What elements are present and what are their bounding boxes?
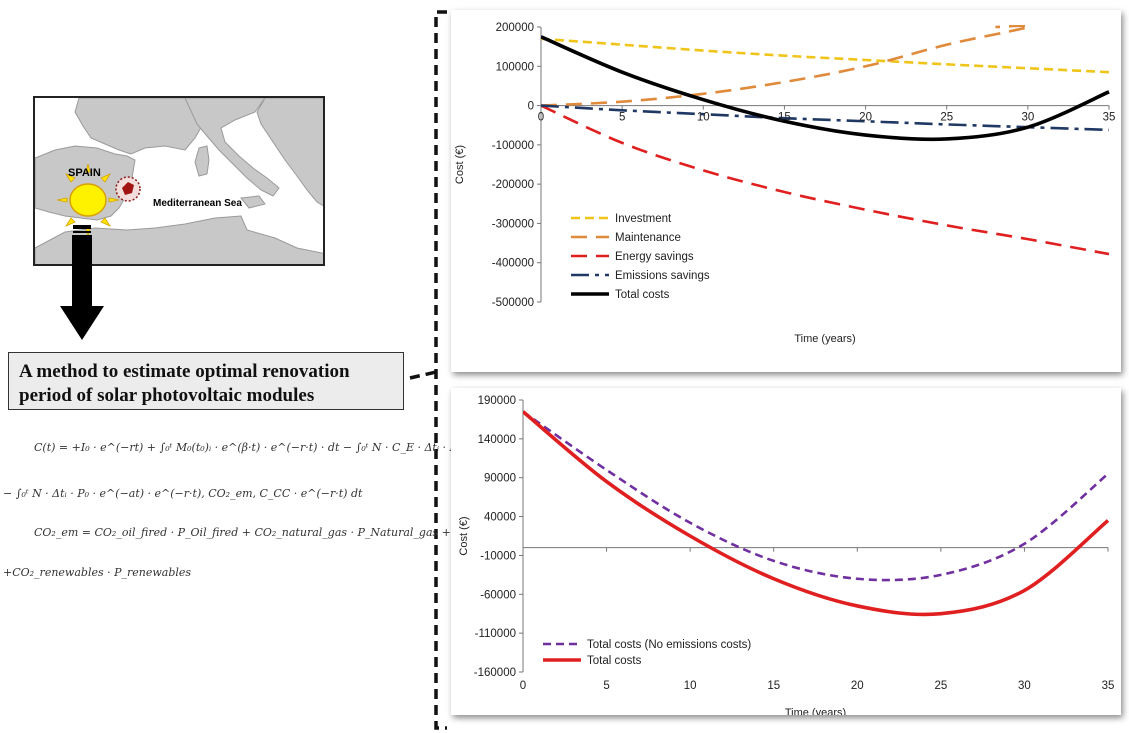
series-line-investment <box>541 37 1110 74</box>
x-tick-label: 35 <box>1103 112 1116 124</box>
legend-entry: Total costs <box>615 289 670 301</box>
y-tick-label: -60000 <box>480 589 516 601</box>
y-axis-label: Cost (€) <box>454 145 466 184</box>
x-tick-label: 25 <box>940 112 953 124</box>
y-tick-label: -300000 <box>492 218 534 230</box>
y-tick-label: -160000 <box>474 667 516 679</box>
y-tick-label: -400000 <box>492 258 534 270</box>
equation-emissions-line-2: +CO₂_renewables · P_renewables <box>3 566 192 579</box>
map-sea-label: Mediterranean Sea <box>153 198 242 209</box>
y-tick-label: -500000 <box>492 297 534 309</box>
legend-entry: Energy savings <box>615 251 694 263</box>
map-country-label: SPAIN <box>68 167 101 179</box>
method-title-line-2: period of solar photovoltaic modules <box>19 385 315 406</box>
y-tick-label: -10000 <box>480 550 516 562</box>
x-tick-label: 15 <box>767 680 780 692</box>
x-tick-label: 0 <box>520 680 526 692</box>
legend-entry: Emissions savings <box>615 270 710 282</box>
y-tick-label: 90000 <box>484 473 516 485</box>
method-title-box: A method to estimate optimal renovation … <box>8 352 404 410</box>
y-axis-label: Cost (€) <box>458 516 470 555</box>
bracket-path <box>434 10 447 730</box>
series-line-emissions-savings <box>541 104 1110 132</box>
legend-entry: Investment <box>615 213 672 225</box>
total-costs-chart: 190000 140000 90000 40000 -10000 -60000 -11000… <box>458 395 1115 719</box>
y-tick-label: 200000 <box>496 22 534 34</box>
series-line-energy-savings <box>541 104 1110 256</box>
x-tick-label: 5 <box>619 112 625 124</box>
sardinia-island <box>194 145 210 177</box>
x-tick-label: 5 <box>603 680 609 692</box>
sun-icon <box>56 163 120 237</box>
balearic-highlight-icon <box>115 176 141 202</box>
y-tick-label: 100000 <box>496 61 534 73</box>
down-arrow-icon <box>60 225 104 340</box>
y-tick-label: 0 <box>528 101 534 113</box>
x-tick-label: 0 <box>538 112 544 124</box>
x-tick-label: 30 <box>1021 112 1034 124</box>
series-line-total-costs <box>541 35 1110 142</box>
y-tick-label: -200000 <box>492 179 534 191</box>
x-tick-label: 20 <box>851 680 864 692</box>
legend-entry: Maintenance <box>615 232 681 244</box>
x-axis-label: Time (years) <box>794 333 855 345</box>
method-title-line-1: A method to estimate optimal renovation <box>19 361 350 382</box>
series-line-total-costs <box>523 410 1110 617</box>
y-tick-label: 40000 <box>484 512 516 524</box>
connector-dash <box>409 370 437 380</box>
y-tick-label: -110000 <box>475 628 516 640</box>
x-tick-label: 10 <box>697 112 710 124</box>
y-tick-label: -100000 <box>492 140 534 152</box>
x-tick-label: 10 <box>684 680 697 692</box>
equation-cost-line-2: − ∫₀ᵗ N · Δtᵢ · P₀ · e^(−at) · e^(−r·t),… <box>3 487 363 500</box>
sicily-island <box>240 195 266 209</box>
series-line-maintenance <box>541 25 1031 107</box>
series-line-total-costs-no-emissions-costs- <box>523 410 1109 582</box>
y-tick-label: 190000 <box>478 395 516 407</box>
x-tick-label: 15 <box>778 112 791 124</box>
x-axis-label: Time (years) <box>785 707 846 715</box>
legend-entry: Total costs (No emissions costs) <box>587 639 751 651</box>
italy-landmass <box>184 98 280 197</box>
x-tick-label: 35 <box>1102 680 1115 692</box>
total-costs-chart-panel: 190000 140000 90000 40000 -10000 -60000 -11000… <box>451 388 1121 719</box>
africa-landmass <box>35 215 323 264</box>
legend-entry: Total costs <box>587 655 642 667</box>
balkans-landmass <box>256 98 323 207</box>
y-tick-label: 140000 <box>478 434 516 446</box>
x-tick-label: 30 <box>1018 680 1031 692</box>
x-tick-label: 20 <box>859 112 872 124</box>
x-tick-label: 25 <box>934 680 947 692</box>
cost-components-chart-panel: 200000 100000 0 -100000 -200000 -300000 -40000… <box>451 10 1121 372</box>
cost-components-chart: 200000 100000 0 -100000 -200000 -300000 -40000… <box>454 22 1116 345</box>
